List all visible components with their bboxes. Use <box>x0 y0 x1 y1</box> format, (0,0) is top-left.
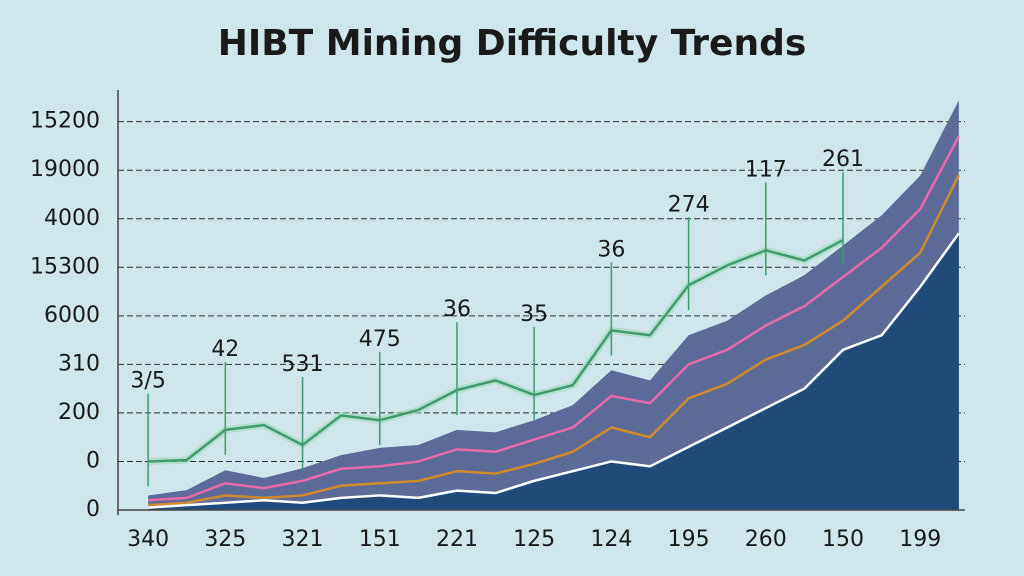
y-tick-label: 310 <box>58 351 100 376</box>
x-tick-label: 195 <box>668 527 710 552</box>
x-tick-label: 124 <box>590 527 632 552</box>
annotation: 261 <box>822 147 864 172</box>
annotation: 35 <box>520 302 548 327</box>
y-tick-label: 15300 <box>30 254 100 279</box>
x-tick-label: 340 <box>127 527 169 552</box>
chart-title: HIBT Mining Difficulty Trends <box>218 23 807 64</box>
area <box>148 233 959 510</box>
area <box>148 100 959 510</box>
line <box>148 232 960 509</box>
y-tick-label: 0 <box>86 448 100 473</box>
y-tick-label: 6000 <box>44 303 100 328</box>
annotation: 117 <box>745 157 787 182</box>
y-tick-label: 19000 <box>30 157 100 182</box>
y-tick-label: 200 <box>58 400 100 425</box>
x-tick-label: 150 <box>822 527 864 552</box>
line <box>148 239 844 463</box>
annotation: 36 <box>443 297 471 322</box>
annotation: 274 <box>668 192 710 217</box>
annotation: 3/5 <box>130 368 165 393</box>
y-tick-label: 4000 <box>44 206 100 231</box>
annotation: 475 <box>359 327 401 352</box>
y-tick-label: 0 <box>86 497 100 522</box>
x-tick-label: 325 <box>204 527 246 552</box>
x-tick-label: 260 <box>745 527 787 552</box>
annotation: 36 <box>597 237 625 262</box>
x-tick-label: 221 <box>436 527 478 552</box>
x-tick-label: 151 <box>359 527 401 552</box>
y-tick-label: 15200 <box>30 109 100 134</box>
x-tick-label: 199 <box>899 527 941 552</box>
x-tick-label: 321 <box>282 527 324 552</box>
annotation: 531 <box>282 352 324 377</box>
line <box>148 135 960 502</box>
line <box>148 174 960 507</box>
x-tick-label: 125 <box>513 527 555 552</box>
annotation: 42 <box>211 337 239 362</box>
